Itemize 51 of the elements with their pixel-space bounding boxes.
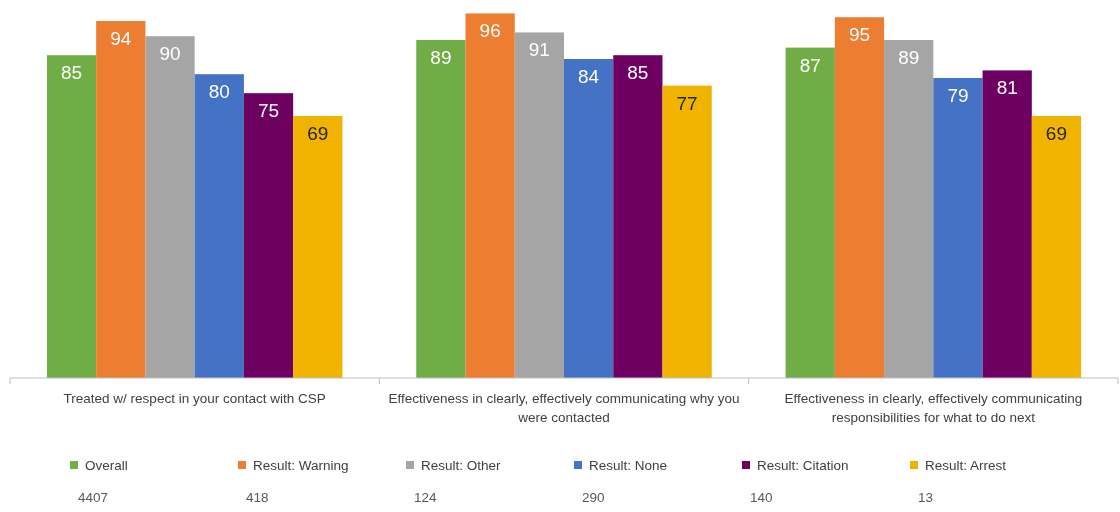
text: 124 <box>414 490 438 505</box>
bar <box>465 13 515 378</box>
data-label: 81 <box>996 77 1018 99</box>
legend-label: Overall <box>85 458 128 473</box>
bar <box>194 74 244 378</box>
data-label: 89 <box>430 47 452 69</box>
bar <box>564 59 614 378</box>
text: 290 <box>582 490 605 505</box>
data-label: 84 <box>578 66 600 88</box>
text: 13 <box>918 490 934 505</box>
data-label: 69 <box>1045 122 1068 144</box>
data-label: 85 <box>60 62 83 84</box>
bar <box>243 93 294 378</box>
bar <box>662 85 712 378</box>
data-label: 89 <box>898 47 920 69</box>
x-tick-label: Effectiveness in clearly, effectively communicating responsibilities for what to do next <box>784 391 1083 425</box>
bar <box>46 55 97 378</box>
data-label: 69 <box>307 122 329 144</box>
bar <box>785 47 835 378</box>
bar <box>884 40 934 378</box>
x-tick-label: Treated w/ respect in your contact with CSP <box>63 391 326 406</box>
bar <box>145 36 195 378</box>
data-label: 79 <box>947 85 969 106</box>
data-label: 95 <box>848 24 871 46</box>
legend-label: Result: Other <box>421 458 502 473</box>
data-label: 75 <box>257 100 280 122</box>
text: 140 <box>750 490 773 505</box>
bar <box>933 78 983 378</box>
bar <box>514 32 564 378</box>
bar <box>613 55 663 378</box>
data-label: 77 <box>676 92 698 114</box>
bar <box>96 21 146 378</box>
legend-label: Result: Citation <box>757 458 849 473</box>
x-tick-label: Effectiveness in clearly, effectively communicating why you were contacted <box>388 391 740 425</box>
data-label: 80 <box>208 81 230 103</box>
text: 418 <box>246 490 269 505</box>
text: 4407 <box>78 490 109 505</box>
bar <box>1031 115 1082 378</box>
bar <box>293 115 343 378</box>
data-label: 90 <box>159 43 181 65</box>
data-label: 87 <box>799 54 821 76</box>
bar <box>416 40 466 378</box>
legend-label: Result: Warning <box>253 458 349 473</box>
data-label: 91 <box>528 39 550 61</box>
legend-label: Result: Arrest <box>925 458 1007 473</box>
data-label: 94 <box>110 28 132 50</box>
legend-label: Result: None <box>589 458 668 473</box>
data-label: 85 <box>627 62 649 84</box>
bar <box>834 17 885 378</box>
bar <box>982 70 1032 378</box>
data-label: 96 <box>479 20 501 42</box>
